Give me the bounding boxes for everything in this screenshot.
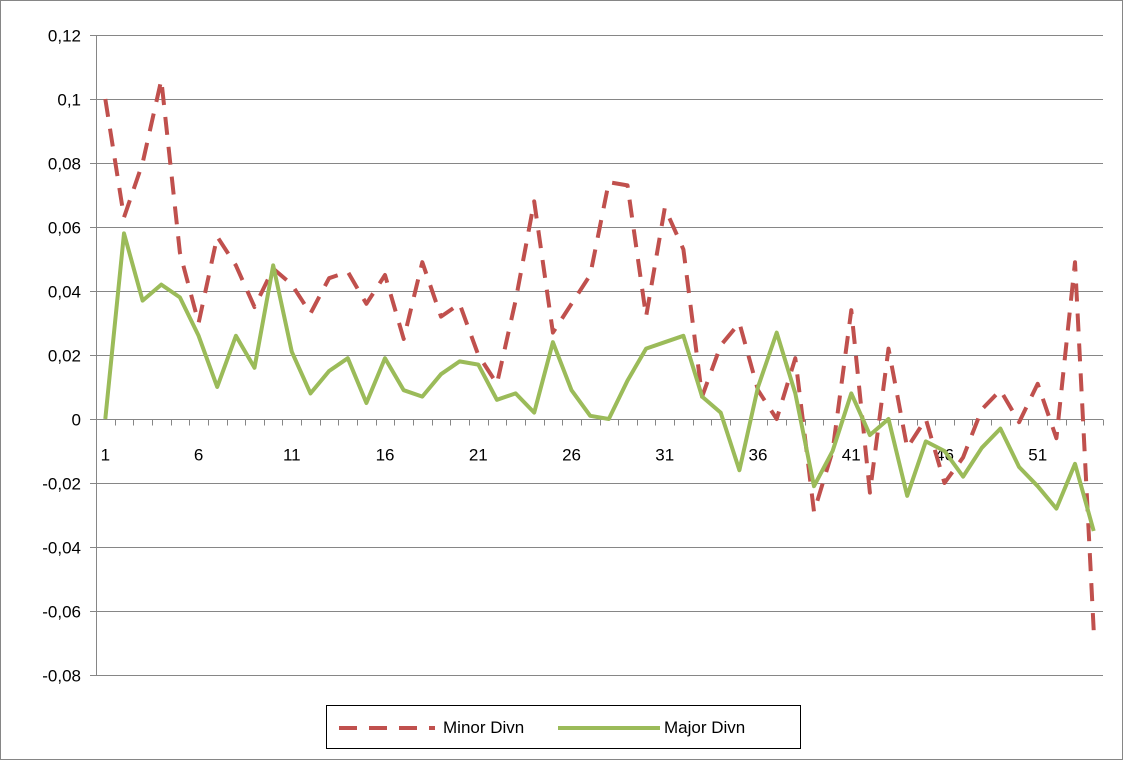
y-tick-label-10: -0,08 (42, 667, 81, 686)
legend-item-minor-divn: Minor Divn (333, 706, 524, 750)
legend-item-major-divn: Major Divn (558, 706, 745, 750)
x-tick-label-5: 26 (562, 446, 581, 465)
series-line-major-divn (103, 231, 1096, 532)
x-tick-label-3: 16 (376, 446, 395, 465)
x-tick-label-6: 31 (655, 446, 674, 465)
y-tick-label-7: -0,02 (42, 475, 81, 494)
legend: Minor Divn Major Divn (326, 705, 801, 749)
legend-label-major-divn: Major Divn (664, 718, 746, 737)
x-tick-label-10: 51 (1028, 446, 1047, 465)
y-axis-tick-labels: 0,12 0,1 0,08 0,06 0,04 0,02 0 -0,02 -0,04 -0,06 -… (42, 27, 81, 686)
y-tick-label-6: 0 (72, 411, 81, 430)
x-tick-label-8: 41 (842, 446, 861, 465)
y-tick-label-5: 0,02 (48, 347, 81, 366)
x-tick-label-7: 36 (749, 446, 768, 465)
axes (90, 35, 1104, 676)
y-tick-label-4: 0,04 (48, 283, 81, 302)
legend-swatch-minor-divn (339, 726, 435, 730)
y-tick-label-2: 0,08 (48, 155, 81, 174)
y-tick-label-1: 0,1 (57, 91, 81, 110)
y-tick-label-0: 0,12 (48, 27, 81, 46)
legend-swatch-major-divn (558, 726, 660, 730)
y-tick-label-3: 0,06 (48, 219, 81, 238)
y-tick-label-9: -0,06 (42, 603, 81, 622)
x-tick-label-2: 11 (283, 446, 301, 465)
series-lines (103, 77, 1096, 631)
x-tick-label-4: 21 (469, 446, 488, 465)
series-line-minor-divn (103, 77, 1096, 631)
y-tick-label-8: -0,04 (42, 539, 81, 558)
x-tick-label-0: 1 (101, 446, 110, 465)
x-axis-tick-labels: 1 6 11 16 21 26 31 36 41 46 51 (101, 446, 1048, 465)
x-tick-label-1: 6 (194, 446, 203, 465)
legend-label-minor-divn: Minor Divn (443, 718, 525, 737)
